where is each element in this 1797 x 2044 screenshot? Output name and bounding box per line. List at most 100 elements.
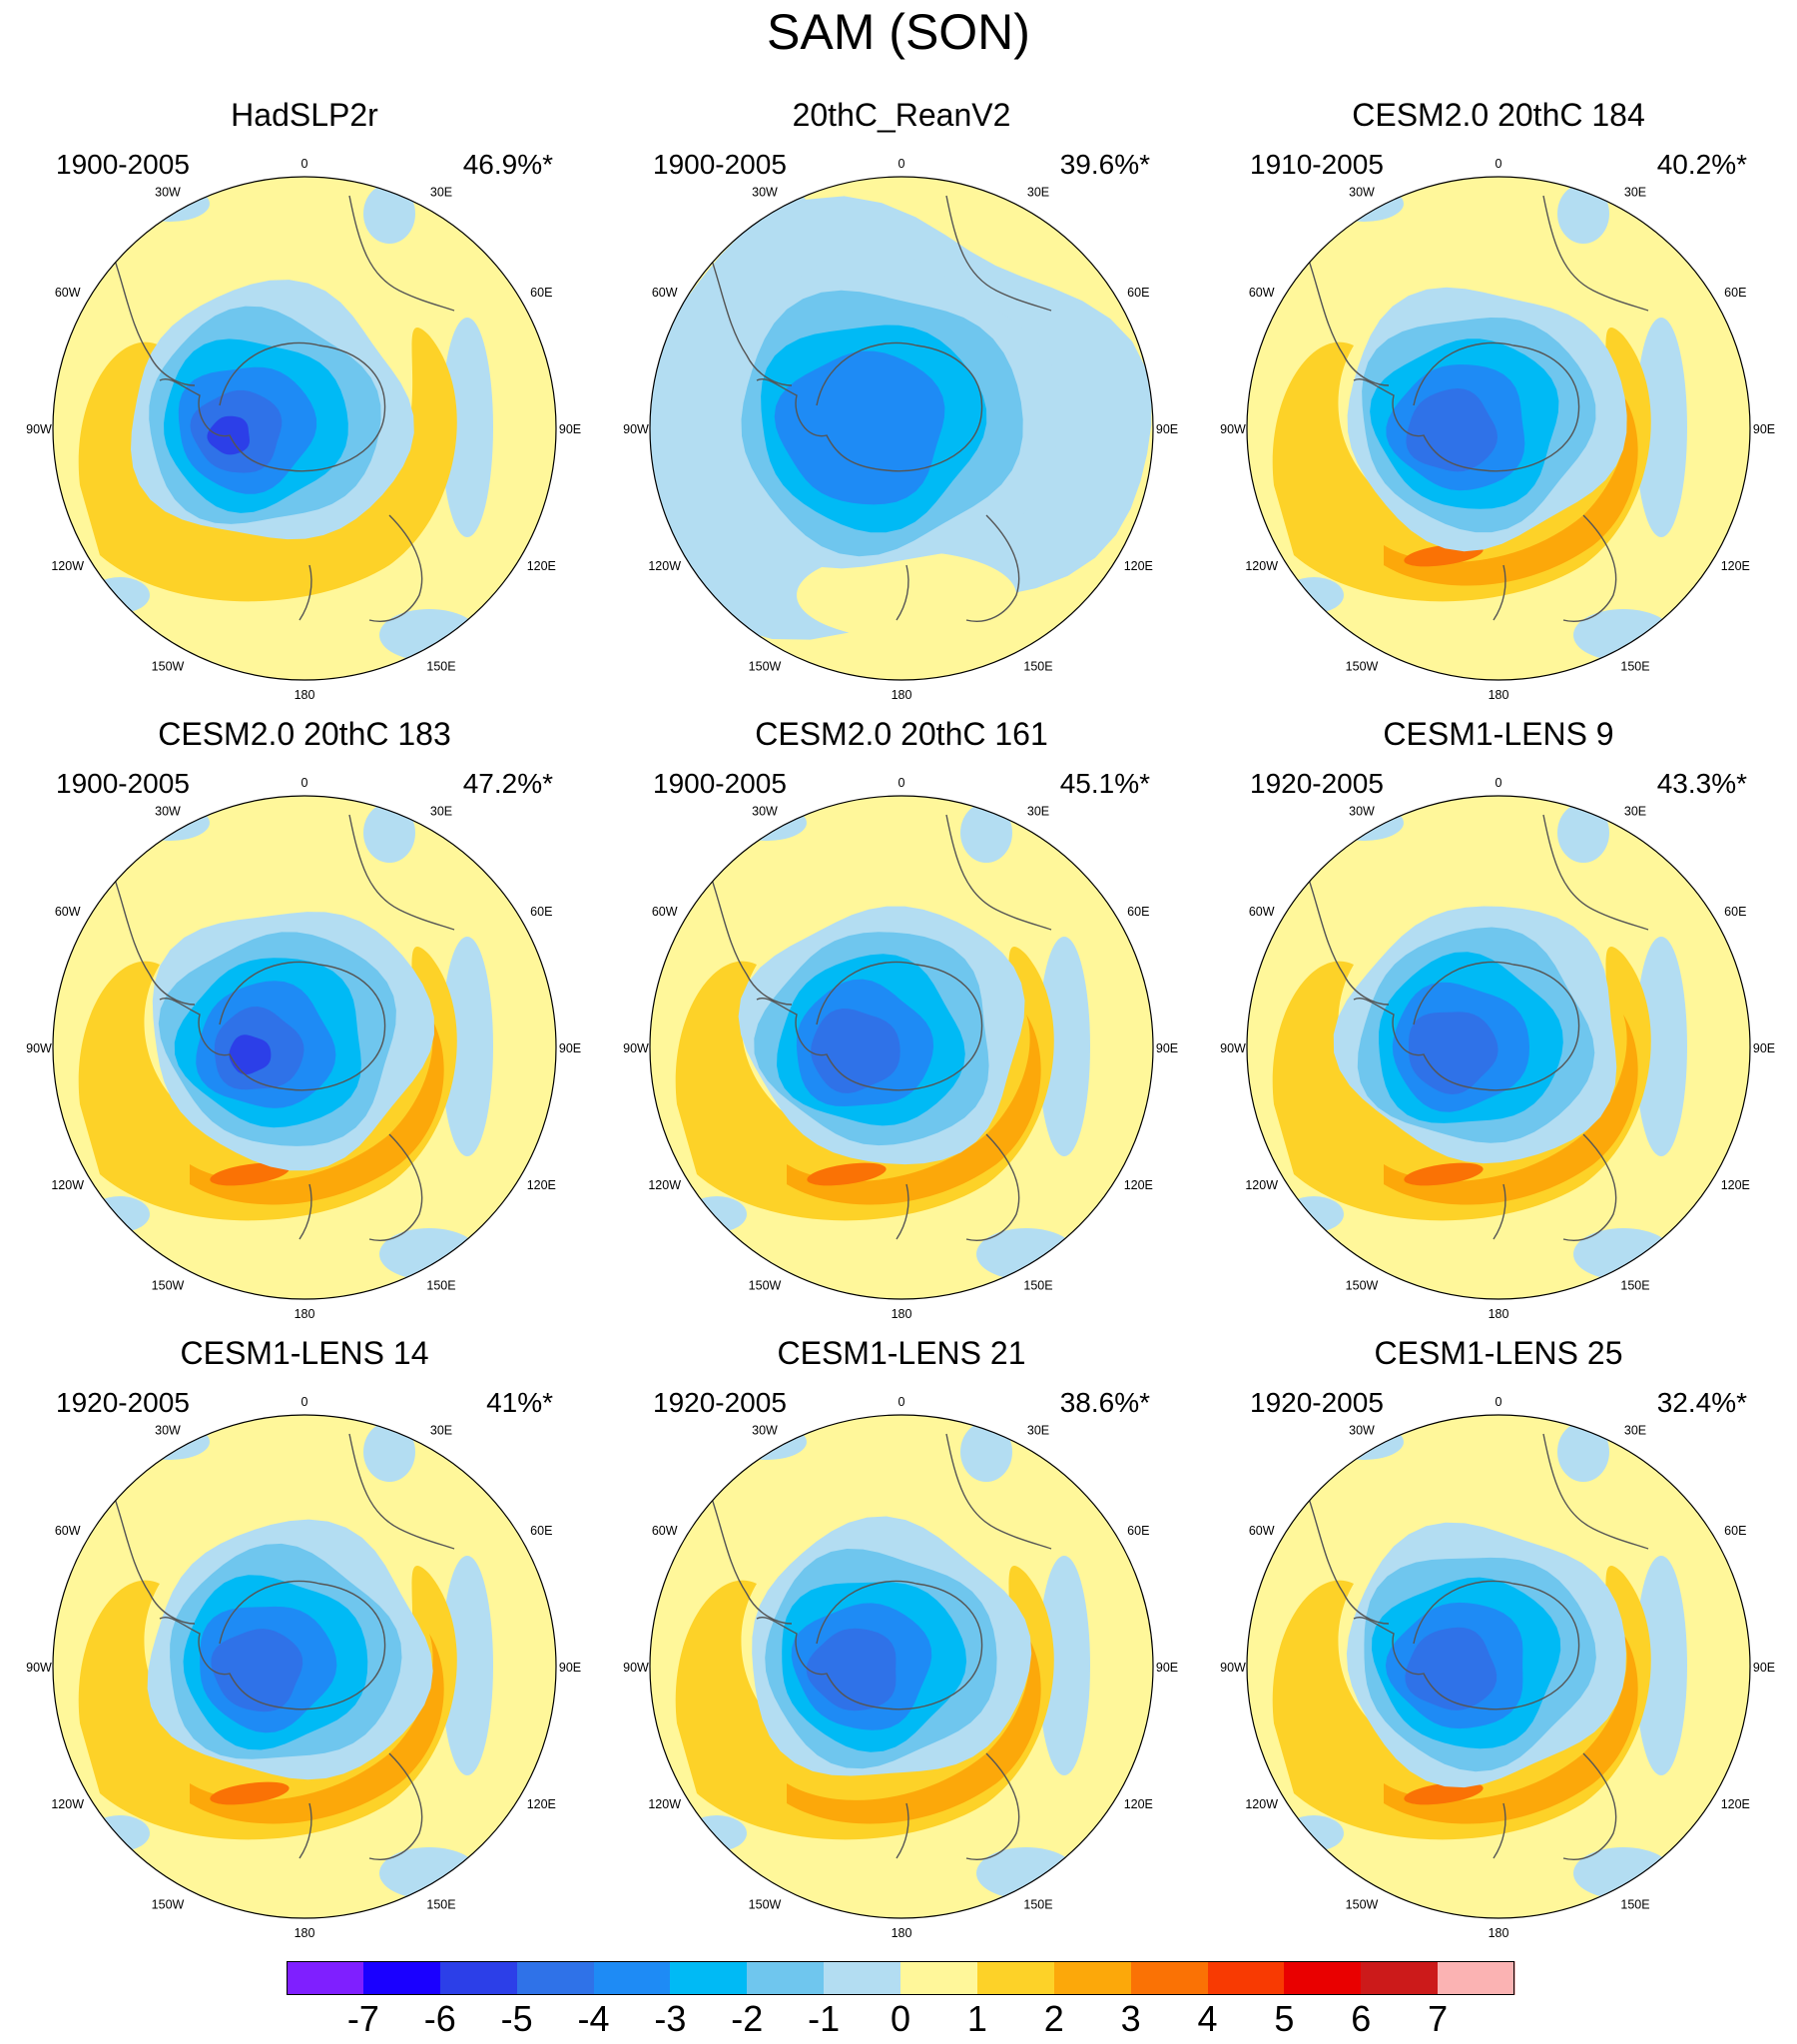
longitude-label: 150W: [152, 1278, 185, 1292]
new-zealand-coastline: [896, 1183, 909, 1240]
colorbar-label: 5: [1274, 1998, 1295, 2039]
panel-period: 1920-2005: [653, 1387, 787, 1418]
map-panel-cesm1-lens-14: 0 30E 60E 90E 120E 150E 180 150W 120W 90W 60W 30W CE…: [10, 1334, 599, 1953]
australia-coastline: [965, 1752, 1020, 1860]
africa-coastline: [1542, 195, 1649, 312]
longitude-label: 90W: [26, 422, 52, 436]
australia-coastline: [1562, 1133, 1617, 1241]
polar-map: 0 30E 60E 90E 120E 150E 180 150W 120W 90W 60W 30W: [26, 157, 581, 702]
negative-patch: [976, 1228, 1076, 1280]
panel-variance: 47.2%*: [462, 768, 553, 799]
longitude-label: 120E: [1721, 559, 1750, 573]
contour-level--5: [211, 1629, 303, 1712]
colorbar-swatch: [287, 1961, 364, 1995]
contour-level-1: [78, 328, 457, 602]
polar-map: 0 30E 60E 90E 120E 150E 180 150W 120W 90W 60W 30W: [623, 157, 1178, 702]
longitude-label: 30W: [752, 1424, 778, 1438]
map-panel-cesm1-lens-25: 0 30E 60E 90E 120E 150E 180 150W 120W 90W 60W 30W CE…: [1204, 1334, 1793, 1953]
negative-patch: [1573, 1847, 1673, 1899]
colorbar-swatch: [976, 1961, 1055, 1995]
map-boundary: [1246, 176, 1751, 681]
longitude-label: 90E: [1753, 422, 1775, 436]
map-boundary: [52, 795, 557, 1300]
longitude-label: 150W: [152, 1897, 185, 1911]
longitude-label: 90E: [559, 1661, 581, 1675]
negative-patch: [1557, 184, 1609, 244]
contour-level-3: [210, 1162, 290, 1186]
longitude-label: 90E: [1156, 422, 1178, 436]
south-america-coastline: [706, 1483, 793, 1625]
negative-patch: [1635, 318, 1687, 537]
contour-level-2: [1384, 395, 1638, 586]
contour-level-2: [190, 1015, 444, 1205]
map-panel-20thc-reanv2: 0 30E 60E 90E 120E 150E 180 150W 120W 90W 60W 30W 20…: [607, 96, 1196, 715]
colorbar-label: -4: [577, 1998, 610, 2039]
antarctica-coastline: [159, 341, 386, 472]
negative-patch: [1038, 1556, 1090, 1775]
contour-level-3: [807, 1162, 887, 1186]
panel-variance: 40.2%*: [1656, 149, 1747, 180]
negative-patch: [363, 184, 415, 244]
longitude-label: 30W: [155, 186, 181, 200]
panel-title: CESM2.0 20thC 161: [755, 716, 1048, 752]
map-boundary: [649, 1414, 1154, 1919]
colorbar-swatch: [1053, 1961, 1132, 1995]
colorbar-label: -5: [500, 1998, 533, 2039]
panel-title: CESM1-LENS 9: [1383, 716, 1614, 752]
south-america-coastline: [1303, 1483, 1390, 1625]
negative-patch: [960, 803, 1012, 863]
new-zealand-coastline: [1493, 564, 1506, 621]
longitude-label: 90W: [1220, 1041, 1246, 1055]
africa-coastline: [348, 814, 455, 931]
panel-title: HadSLP2r: [231, 97, 378, 133]
africa-coastline: [945, 1433, 1052, 1550]
longitude-label: 60E: [530, 1524, 552, 1538]
longitude-label: 150E: [426, 1278, 455, 1292]
panel-variance: 45.1%*: [1059, 768, 1150, 799]
longitude-label: 30E: [1624, 1424, 1646, 1438]
panel-variance: 46.9%*: [462, 149, 553, 180]
longitude-label: 30E: [430, 1424, 452, 1438]
longitude-label: 60W: [55, 905, 81, 919]
colorbar-label: 1: [966, 1998, 987, 2039]
negative-patch: [687, 1196, 747, 1232]
negative-patch: [441, 1556, 493, 1775]
new-zealand-coastline: [299, 1802, 312, 1859]
new-zealand-coastline: [299, 1183, 312, 1240]
longitude-label: 180: [1489, 1307, 1509, 1321]
negative-patch: [363, 803, 415, 863]
map-panel-hadslp2r: 0 30E 60E 90E 120E 150E 180 150W 120W 90W 60W 30W Ha…: [10, 96, 599, 715]
south-america-coastline: [109, 245, 196, 386]
contour-level-1: [1272, 947, 1651, 1221]
longitude-label: 90W: [26, 1661, 52, 1675]
contour-level-2: [787, 1634, 1041, 1824]
colorbar-label: 4: [1197, 1998, 1218, 2039]
map-panel-cesm1-lens-9: 0 30E 60E 90E 120E 150E 180 150W 120W 90W 60W 30W CE…: [1204, 715, 1793, 1334]
longitude-label: 0: [898, 776, 905, 790]
colorbar-label: -2: [731, 1998, 764, 2039]
panel-variance: 38.6%*: [1059, 1387, 1150, 1418]
longitude-label: 120W: [51, 1178, 84, 1192]
south-america-coastline: [1303, 245, 1390, 386]
longitude-label: 60W: [652, 905, 678, 919]
longitude-label: 30W: [155, 1424, 181, 1438]
antarctica-coastline: [756, 961, 983, 1091]
longitude-label: 30W: [752, 805, 778, 819]
colorbar-label: 0: [890, 1998, 911, 2039]
panel-variance: 32.4%*: [1656, 1387, 1747, 1418]
longitude-label: 90E: [1753, 1661, 1775, 1675]
longitude-label: 150E: [426, 659, 455, 673]
negative-patch: [379, 1228, 479, 1280]
negative-patch: [379, 1847, 479, 1899]
contour-level-1: [1272, 328, 1651, 602]
longitude-label: 90E: [559, 1041, 581, 1055]
contour-level-3: [210, 1781, 290, 1805]
negative-patch: [441, 318, 493, 537]
longitude-label: 0: [1496, 1395, 1502, 1409]
colorbar-swatch: [1207, 1961, 1285, 1995]
polar-map: 0 30E 60E 90E 120E 150E 180 150W 120W 90W 60W 30W: [1220, 1395, 1775, 1940]
longitude-label: 150W: [749, 1897, 782, 1911]
australia-coastline: [965, 1133, 1020, 1241]
longitude-label: 150E: [1023, 1278, 1052, 1292]
map-boundary: [52, 176, 557, 681]
